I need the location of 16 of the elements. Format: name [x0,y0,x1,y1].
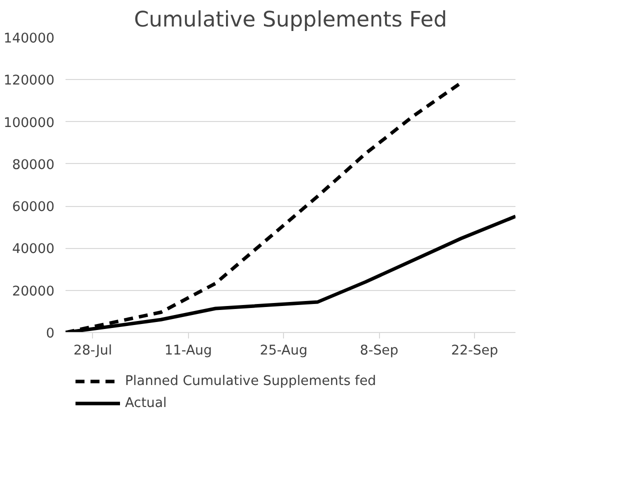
legend-label: Actual [125,396,167,410]
x-tick-label: 25-Aug [260,344,308,358]
y-tick-label: 40000 [12,242,55,258]
x-tick-label: 22-Sep [451,344,498,358]
x-tick-label: 8-Sep [360,344,398,358]
y-tick-label: 0 [46,326,55,342]
y-tick-label: 20000 [12,284,55,300]
x-tick-label: 28-Jul [73,344,112,358]
y-tick-label: 100000 [4,116,55,131]
x-tick-label: 11-Aug [164,344,212,358]
y-tick-label: 120000 [4,74,55,89]
y-tick-label: 140000 [4,32,55,46]
y-tick-label: 80000 [12,158,55,173]
legend-label: Planned Cumulative Supplements fed [125,374,376,388]
y-tick-label: 60000 [12,200,55,216]
chart-title: Cumulative Supplements Fed [134,8,448,32]
